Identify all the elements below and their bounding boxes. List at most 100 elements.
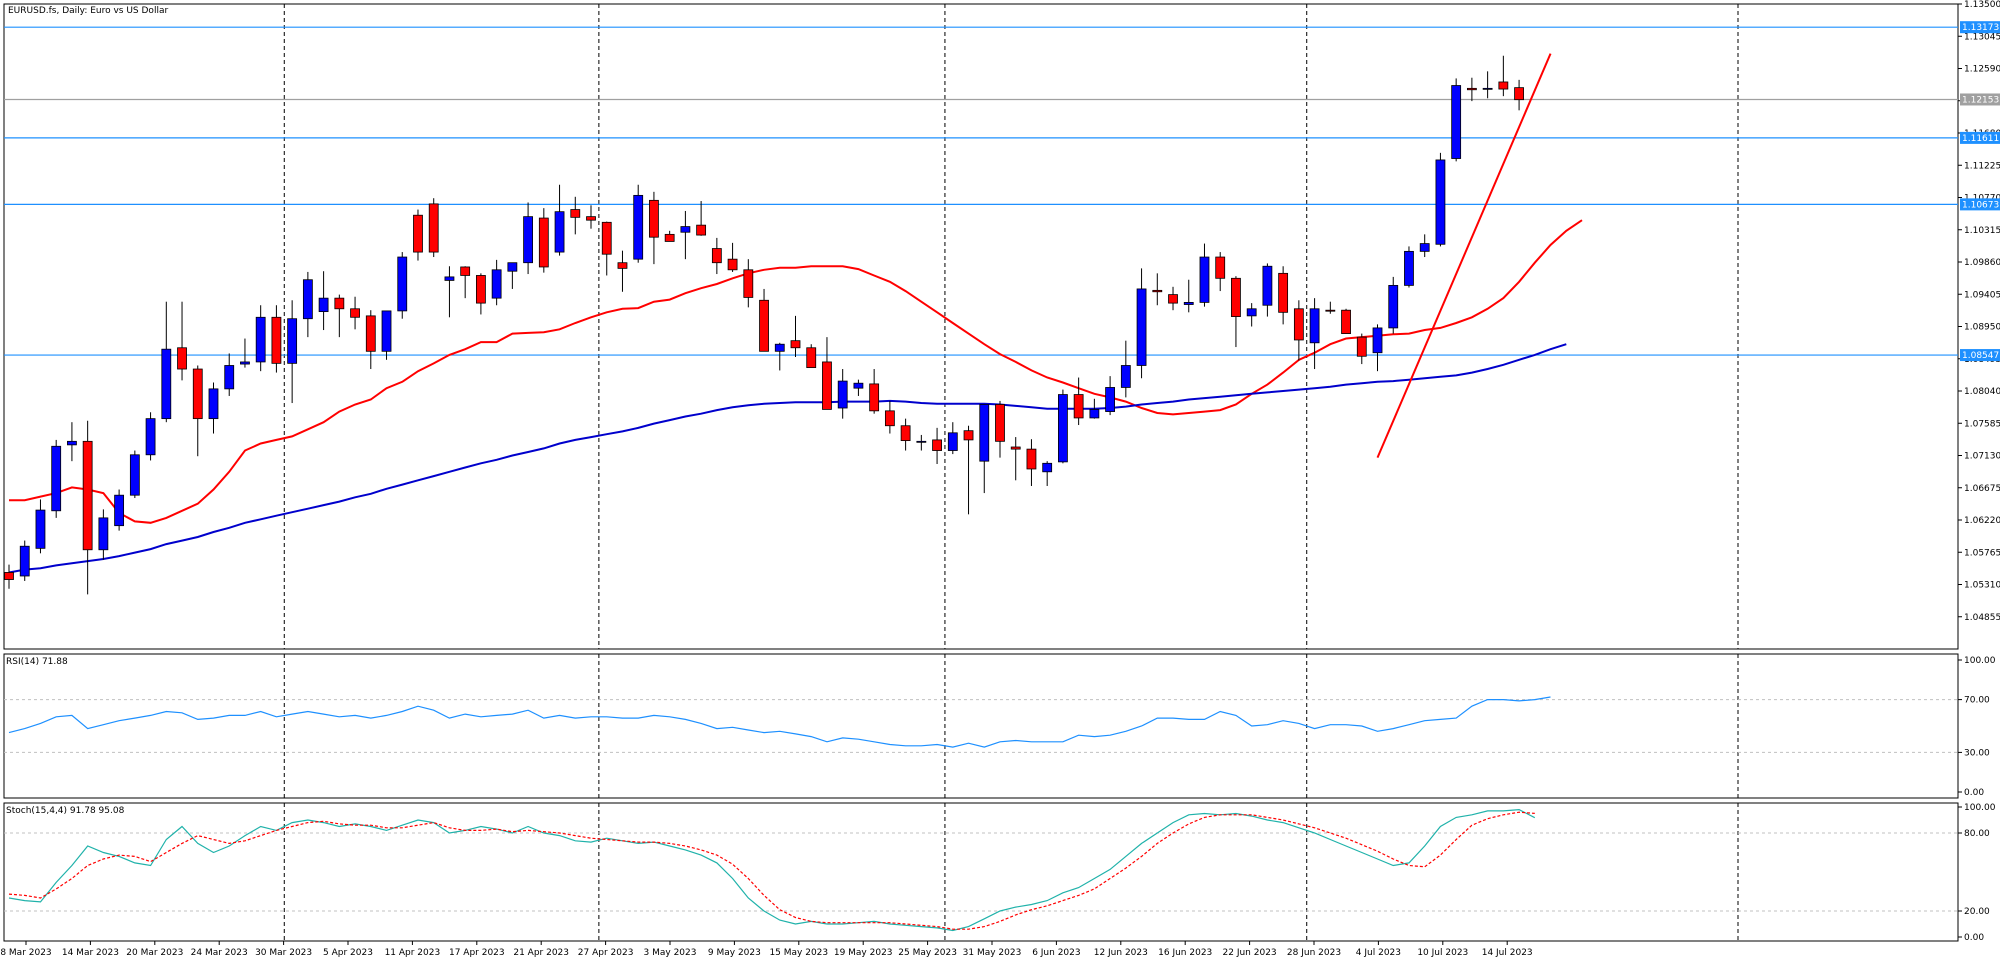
candle-body [1058, 394, 1068, 463]
candle-body [1089, 409, 1100, 419]
candle-body [932, 439, 942, 451]
stochastic-tick-label: 0.00 [1964, 933, 1984, 943]
rsi-title: RSI(14) 71.88 [6, 657, 68, 667]
date-label: 17 Apr 2023 [449, 948, 505, 958]
date-label: 16 Jun 2023 [1158, 948, 1212, 958]
candle-body [444, 276, 455, 281]
candle-body [743, 269, 754, 298]
candle-body [963, 430, 974, 441]
candle-body [114, 494, 125, 527]
stochastic-panel[interactable]: Stoch(15,4,4) 91.78 95.08 [3, 802, 1959, 942]
rsi-lines [8, 696, 1551, 748]
price-tick-label: 1.13045 [1964, 32, 2000, 42]
rsi-axis: 100.00 70.00 30.00 0.00 [1958, 656, 1996, 798]
price-tick-label: 1.05310 [1964, 581, 2000, 591]
date-label: 28 Jun 2023 [1287, 948, 1341, 958]
candle-body [413, 214, 423, 253]
stochastic-tick-label: 100.00 [1964, 803, 1996, 813]
candle-body [224, 365, 235, 390]
candle-body [460, 266, 471, 276]
candle-body [240, 361, 250, 365]
candle-body [82, 440, 93, 551]
rsi-panel-frame [3, 653, 1959, 799]
price-tick-label: 1.10315 [1964, 226, 2000, 236]
candle-body [554, 211, 565, 253]
candle-body [35, 509, 46, 549]
candle-body [1388, 284, 1399, 329]
candle-body [428, 203, 439, 253]
level-price-box [1960, 21, 2000, 34]
candle-body [979, 404, 990, 462]
moving-average-line [8, 343, 1567, 574]
stochastic-title: Stoch(15,4,4) 91.78 95.08 [6, 806, 125, 816]
candle-body [1136, 288, 1147, 366]
candle-body [1482, 87, 1493, 90]
rsi-series-line [8, 696, 1551, 748]
level-price-box [1960, 93, 2000, 106]
candle-body [790, 340, 801, 349]
candle-body [853, 382, 864, 389]
date-label: 27 Apr 2023 [578, 948, 634, 958]
candle-body [1120, 365, 1131, 388]
candle-body [491, 269, 502, 299]
candle-body [1073, 394, 1084, 419]
price-tick-label: 1.04855 [1964, 613, 2000, 623]
candle-body [1026, 448, 1037, 470]
candle-body [1341, 309, 1351, 334]
candle-body [1435, 159, 1446, 245]
trendlines [1376, 53, 1552, 459]
date-label: 6 Jun 2023 [1032, 948, 1080, 958]
candle-body [4, 572, 14, 580]
price-vertical-grid [283, 4, 1739, 649]
candle-body [759, 299, 769, 352]
level-price-labels: 1.13173 1.12153 1.11611 1.10673 1.08547 [1960, 21, 2000, 362]
level-price-box [1960, 198, 2000, 211]
chart-title: EURUSD.fs, Daily: Euro vs US Dollar [8, 6, 168, 16]
rsi-panel[interactable]: RSI(14) 71.88 [3, 653, 1959, 799]
rsi-levels [4, 699, 1958, 753]
candle-body [523, 216, 533, 264]
candle-body [145, 418, 156, 456]
candle-body [1419, 243, 1430, 252]
candle-body [381, 310, 392, 352]
date-label: 4 Jul 2023 [1356, 948, 1401, 958]
candle-body [696, 224, 707, 236]
horizontal-levels [4, 26, 1958, 356]
date-label: 19 May 2023 [834, 948, 893, 958]
price-tick-label: 1.11225 [1964, 161, 2000, 171]
stochastic-lines [8, 808, 1536, 932]
candle-body [1183, 302, 1194, 305]
stochastic-panel-frame [3, 802, 1959, 942]
candle-body [350, 308, 360, 318]
candle-body [649, 199, 659, 238]
level-price-label: 1.11611 [1962, 134, 1999, 144]
rsi-tick-label: 0.00 [1964, 788, 1984, 798]
candle-body [51, 445, 62, 512]
rsi-tick-label: 70.00 [1964, 696, 1990, 706]
moving-averages [8, 219, 1583, 574]
candle-body [1231, 277, 1241, 317]
price-chart-panel[interactable]: EURUSD.fs, Daily: Euro vs US Dollar [3, 3, 1959, 650]
candle-body [67, 440, 77, 446]
price-tick-label: 1.13500 [1964, 0, 2000, 10]
candle-body [1105, 387, 1115, 412]
candle-body [727, 258, 738, 271]
candle-body [947, 432, 958, 451]
candle-body [884, 410, 895, 427]
candle-body [19, 545, 30, 577]
trendline [1376, 53, 1552, 459]
date-label: 11 Apr 2023 [385, 948, 441, 958]
level-price-box [1960, 131, 2000, 144]
level-price-label: 1.13173 [1962, 23, 1999, 33]
candle-body [1514, 87, 1524, 101]
level-price-label: 1.08547 [1962, 351, 1999, 361]
candle-body [98, 517, 109, 551]
price-tick-label: 1.09860 [1964, 258, 2000, 268]
candle-body [255, 316, 266, 363]
candle-body [1199, 256, 1210, 303]
stochastic-levels [4, 832, 1958, 912]
date-label: 25 May 2023 [898, 948, 957, 958]
date-label: 3 May 2023 [644, 948, 697, 958]
candle-body [365, 315, 376, 352]
stochastic-tick-label: 80.00 [1964, 829, 1990, 839]
